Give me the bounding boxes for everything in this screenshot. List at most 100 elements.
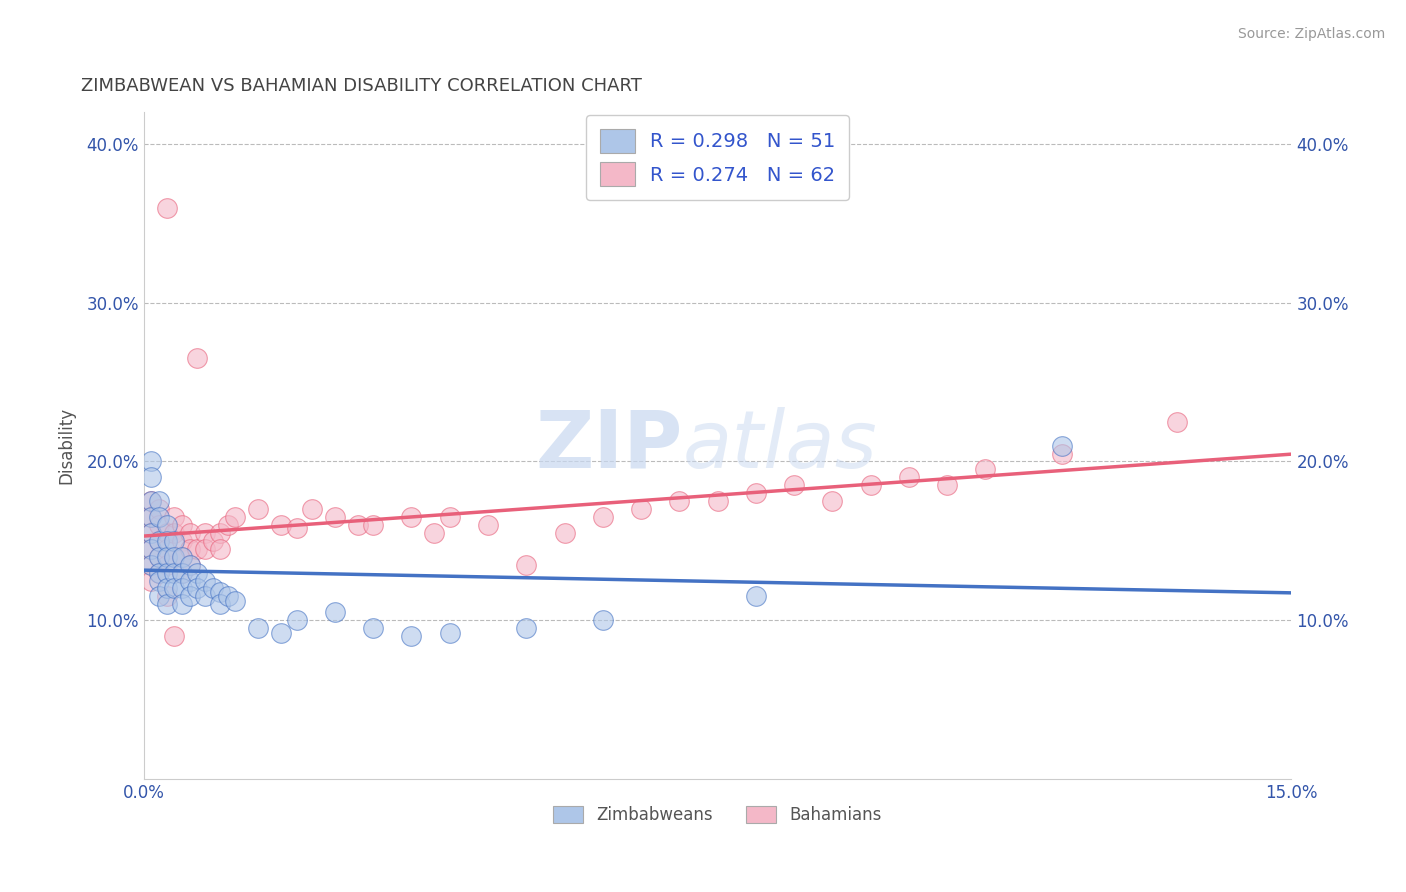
Point	[155, 201, 177, 215]
Point	[148, 502, 170, 516]
Point	[630, 502, 652, 516]
Point	[554, 525, 576, 540]
Point	[155, 549, 177, 564]
Point	[141, 510, 163, 524]
Point	[821, 494, 844, 508]
Point	[141, 470, 163, 484]
Point	[209, 541, 232, 556]
Point	[247, 502, 270, 516]
Point	[155, 597, 177, 611]
Point	[247, 621, 270, 635]
Point	[155, 590, 177, 604]
Point	[439, 510, 461, 524]
Point	[155, 558, 177, 572]
Point	[170, 549, 193, 564]
Point	[155, 533, 177, 548]
Point	[936, 478, 959, 492]
Point	[347, 518, 370, 533]
Point	[148, 549, 170, 564]
Point	[515, 621, 537, 635]
Point	[155, 525, 177, 540]
Point	[141, 558, 163, 572]
Point	[745, 486, 768, 500]
Point	[217, 518, 239, 533]
Point	[179, 525, 201, 540]
Point	[170, 518, 193, 533]
Point	[155, 566, 177, 580]
Point	[179, 574, 201, 588]
Point	[209, 584, 232, 599]
Point	[323, 510, 346, 524]
Point	[141, 541, 163, 556]
Point	[361, 518, 384, 533]
Point	[148, 590, 170, 604]
Point	[209, 597, 232, 611]
Point	[148, 549, 170, 564]
Point	[423, 525, 446, 540]
Point	[194, 541, 217, 556]
Point	[148, 533, 170, 548]
Point	[285, 521, 308, 535]
Text: ZIMBABWEAN VS BAHAMIAN DISABILITY CORRELATION CHART: ZIMBABWEAN VS BAHAMIAN DISABILITY CORREL…	[80, 78, 641, 95]
Point	[170, 566, 193, 580]
Point	[170, 566, 193, 580]
Point	[515, 558, 537, 572]
Point	[361, 621, 384, 635]
Point	[592, 613, 614, 627]
Point	[270, 518, 292, 533]
Point	[141, 494, 163, 508]
Point	[141, 525, 163, 540]
Text: ZIP: ZIP	[536, 407, 683, 484]
Point	[201, 582, 224, 596]
Point	[1050, 446, 1073, 460]
Point	[155, 582, 177, 596]
Point	[163, 533, 186, 548]
Point	[141, 454, 163, 468]
Point	[783, 478, 806, 492]
Point	[592, 510, 614, 524]
Point	[163, 549, 186, 564]
Point	[179, 558, 201, 572]
Point	[179, 558, 201, 572]
Point	[224, 594, 246, 608]
Point	[141, 525, 163, 540]
Point	[285, 613, 308, 627]
Point	[179, 541, 201, 556]
Point	[706, 494, 728, 508]
Point	[1166, 415, 1188, 429]
Point	[170, 597, 193, 611]
Point	[163, 549, 186, 564]
Point	[668, 494, 690, 508]
Point	[217, 590, 239, 604]
Point	[148, 574, 170, 588]
Point	[163, 566, 186, 580]
Point	[1050, 439, 1073, 453]
Text: Source: ZipAtlas.com: Source: ZipAtlas.com	[1237, 27, 1385, 41]
Point	[209, 525, 232, 540]
Point	[186, 541, 208, 556]
Point	[148, 566, 170, 580]
Point	[323, 605, 346, 619]
Point	[148, 566, 170, 580]
Point	[974, 462, 997, 476]
Point	[201, 533, 224, 548]
Point	[439, 626, 461, 640]
Point	[194, 525, 217, 540]
Point	[224, 510, 246, 524]
Point	[170, 533, 193, 548]
Point	[477, 518, 499, 533]
Point	[186, 582, 208, 596]
Point	[859, 478, 882, 492]
Point	[141, 574, 163, 588]
Point	[301, 502, 323, 516]
Point	[401, 629, 423, 643]
Point	[163, 629, 186, 643]
Point	[163, 582, 186, 596]
Point	[194, 574, 217, 588]
Point	[148, 494, 170, 508]
Y-axis label: Disability: Disability	[58, 407, 75, 484]
Point	[194, 590, 217, 604]
Text: atlas: atlas	[683, 407, 877, 484]
Point	[141, 558, 163, 572]
Point	[401, 510, 423, 524]
